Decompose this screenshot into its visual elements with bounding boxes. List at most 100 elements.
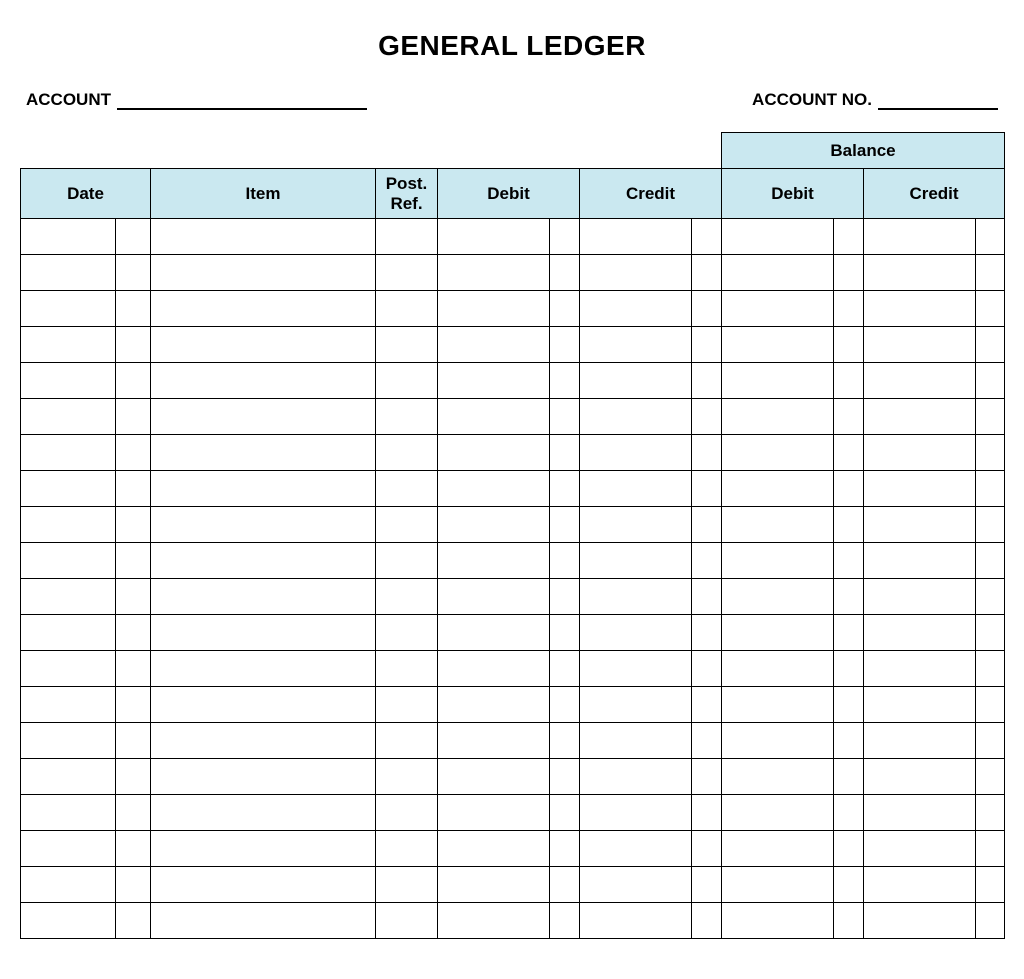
cell-date2: [116, 255, 151, 291]
cell-debit2: [550, 291, 580, 327]
cell-debit2: [550, 471, 580, 507]
cell-date: [21, 363, 116, 399]
cell-debit: [438, 255, 550, 291]
cell-date: [21, 255, 116, 291]
cell-bal_debit2: [834, 903, 864, 939]
table-row: [21, 903, 1005, 939]
cell-bal_debit2: [834, 507, 864, 543]
cell-debit: [438, 435, 550, 471]
cell-debit2: [550, 651, 580, 687]
cell-credit2: [692, 327, 722, 363]
cell-bal_credit: [864, 471, 976, 507]
table-row: [21, 831, 1005, 867]
cell-debit2: [550, 363, 580, 399]
table-row: [21, 399, 1005, 435]
cell-postref: [376, 471, 438, 507]
table-row: [21, 471, 1005, 507]
cell-bal_debit2: [834, 543, 864, 579]
cell-postref: [376, 687, 438, 723]
cell-debit: [438, 399, 550, 435]
cell-debit2: [550, 579, 580, 615]
page-title: GENERAL LEDGER: [20, 30, 1004, 62]
cell-debit: [438, 579, 550, 615]
cell-bal_debit: [722, 831, 834, 867]
cell-date2: [116, 687, 151, 723]
cell-item: [151, 291, 376, 327]
cell-debit: [438, 759, 550, 795]
cell-postref: [376, 507, 438, 543]
cell-date2: [116, 471, 151, 507]
cell-postref: [376, 795, 438, 831]
cell-credit: [580, 543, 692, 579]
cell-date: [21, 471, 116, 507]
cell-debit: [438, 363, 550, 399]
col-balance: Balance: [722, 133, 1005, 169]
cell-bal_credit2: [976, 363, 1005, 399]
cell-item: [151, 831, 376, 867]
cell-debit2: [550, 219, 580, 255]
table-row: [21, 651, 1005, 687]
cell-credit: [580, 867, 692, 903]
cell-date2: [116, 435, 151, 471]
cell-bal_credit2: [976, 507, 1005, 543]
cell-credit: [580, 831, 692, 867]
cell-debit2: [550, 255, 580, 291]
cell-debit: [438, 831, 550, 867]
cell-bal_credit2: [976, 291, 1005, 327]
cell-credit: [580, 615, 692, 651]
cell-bal_credit2: [976, 399, 1005, 435]
cell-bal_debit: [722, 795, 834, 831]
cell-bal_credit: [864, 615, 976, 651]
cell-debit2: [550, 507, 580, 543]
cell-bal_credit2: [976, 687, 1005, 723]
col-balance-debit: Debit: [722, 169, 864, 219]
cell-bal_debit: [722, 543, 834, 579]
cell-bal_credit: [864, 903, 976, 939]
cell-item: [151, 651, 376, 687]
cell-date: [21, 615, 116, 651]
cell-item: [151, 327, 376, 363]
cell-date: [21, 795, 116, 831]
cell-item: [151, 795, 376, 831]
cell-bal_debit: [722, 867, 834, 903]
cell-debit2: [550, 903, 580, 939]
cell-date: [21, 651, 116, 687]
cell-bal_debit: [722, 399, 834, 435]
cell-bal_debit2: [834, 831, 864, 867]
cell-credit2: [692, 399, 722, 435]
cell-postref: [376, 363, 438, 399]
cell-postref: [376, 399, 438, 435]
cell-item: [151, 399, 376, 435]
cell-credit2: [692, 831, 722, 867]
cell-date2: [116, 219, 151, 255]
cell-date2: [116, 831, 151, 867]
table-row: [21, 867, 1005, 903]
cell-bal_credit: [864, 399, 976, 435]
cell-bal_credit: [864, 867, 976, 903]
cell-credit2: [692, 759, 722, 795]
col-balance-credit: Credit: [864, 169, 1005, 219]
cell-credit2: [692, 507, 722, 543]
cell-postref: [376, 831, 438, 867]
cell-date2: [116, 723, 151, 759]
cell-bal_debit: [722, 219, 834, 255]
header-row-2: Date Item Post. Ref. Debit Credit Debit …: [21, 169, 1005, 219]
cell-bal_debit2: [834, 471, 864, 507]
cell-bal_credit2: [976, 255, 1005, 291]
cell-debit: [438, 867, 550, 903]
cell-bal_credit2: [976, 831, 1005, 867]
cell-credit: [580, 327, 692, 363]
cell-bal_debit: [722, 363, 834, 399]
cell-bal_debit: [722, 435, 834, 471]
cell-bal_credit: [864, 327, 976, 363]
cell-bal_credit2: [976, 579, 1005, 615]
cell-date2: [116, 363, 151, 399]
cell-credit2: [692, 219, 722, 255]
cell-bal_debit2: [834, 435, 864, 471]
cell-item: [151, 723, 376, 759]
cell-bal_credit: [864, 363, 976, 399]
cell-debit2: [550, 723, 580, 759]
cell-item: [151, 471, 376, 507]
cell-bal_debit: [722, 723, 834, 759]
cell-credit: [580, 579, 692, 615]
